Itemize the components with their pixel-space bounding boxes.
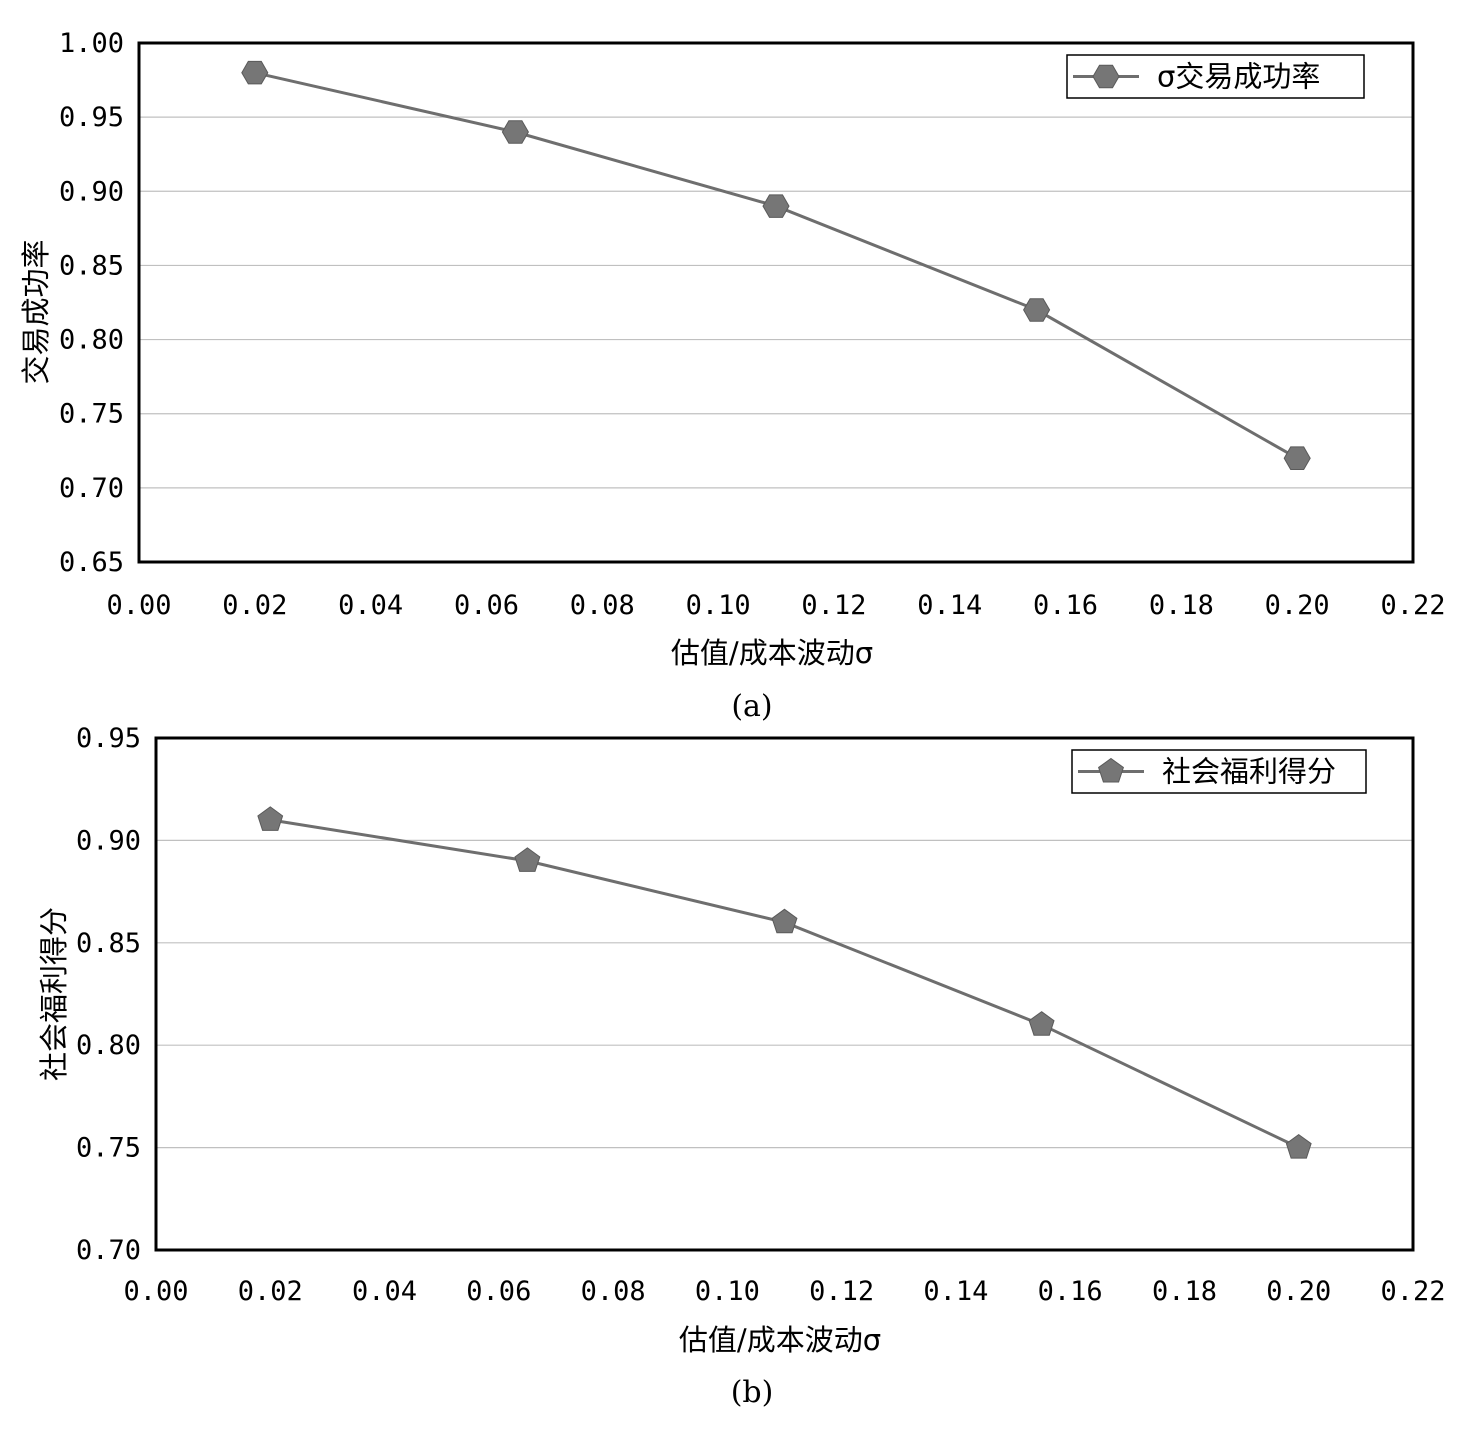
x-tick-label: 0.00 <box>106 590 171 621</box>
y-tick-label: 0.75 <box>76 1133 141 1164</box>
legend-marker <box>1092 64 1120 89</box>
y-axis-label: 交易成功率 <box>19 239 53 384</box>
plot-frame <box>154 736 1415 1252</box>
y-tick-label: 0.75 <box>59 399 124 430</box>
legend-label: σ交易成功率 <box>1157 60 1320 94</box>
x-tick-label: 0.08 <box>581 1276 646 1307</box>
x-tick-label: 0.04 <box>338 590 403 621</box>
data-point <box>514 847 541 872</box>
y-tick-label: 0.80 <box>59 325 124 356</box>
legend-box <box>1066 54 1365 99</box>
figure-caption: (b) <box>731 1375 774 1410</box>
legend: 社会福利得分 <box>1071 749 1367 794</box>
data-point <box>1285 1133 1312 1159</box>
y-tick-label: 0.90 <box>59 176 124 207</box>
y-tick-label: 0.85 <box>59 250 124 281</box>
y-tick-label: 0.70 <box>59 473 124 504</box>
legend: σ交易成功率 <box>1066 54 1365 99</box>
x-tick-label: 0.16 <box>1033 590 1098 621</box>
x-tick-label: 0.06 <box>466 1276 531 1307</box>
x-tick-label: 0.06 <box>454 590 519 621</box>
x-tick-label: 0.10 <box>686 590 751 621</box>
x-tick-label: 0.20 <box>1265 590 1330 621</box>
data-point <box>501 120 529 144</box>
y-tick-label: 0.95 <box>59 102 124 133</box>
x-axis-label: 估值/成本波动σ <box>671 636 873 670</box>
legend-label: 社会福利得分 <box>1162 755 1336 789</box>
data-point <box>241 60 269 85</box>
x-tick-label: 0.20 <box>1266 1276 1331 1307</box>
x-tick-label: 0.10 <box>695 1276 760 1307</box>
x-tick-label: 0.22 <box>1380 1276 1445 1307</box>
x-tick-label: 0.00 <box>123 1276 188 1307</box>
y-axis-label: 社会福利得分 <box>37 907 71 1081</box>
series-line <box>270 818 1300 1149</box>
x-tick-label: 0.16 <box>1038 1276 1103 1307</box>
legend-marker <box>1098 757 1124 783</box>
data-point <box>771 908 798 934</box>
x-tick-label: 0.22 <box>1380 590 1445 621</box>
figure-caption: (a) <box>731 689 772 724</box>
data-point <box>1028 1011 1055 1036</box>
x-tick-label: 0.14 <box>917 590 982 621</box>
x-tick-label: 0.14 <box>923 1276 988 1307</box>
x-tick-label: 0.12 <box>801 590 866 621</box>
y-tick-label: 0.85 <box>76 928 141 959</box>
x-tick-label: 0.18 <box>1149 590 1214 621</box>
chart-b: 0.70 0.75 0.80 0.85 0.90 0.95 0.00 0.02 0.04 0.06… <box>37 723 1446 1410</box>
x-tick-label: 0.02 <box>238 1276 303 1307</box>
data-point <box>257 806 284 831</box>
y-tick-label: 1.00 <box>59 28 124 59</box>
x-tick-label: 0.04 <box>352 1276 417 1307</box>
y-tick-label: 0.90 <box>76 825 141 856</box>
chart-a: 0.65 0.70 0.75 0.80 0.85 0.90 0.95 1.00 0.00 0.02… <box>19 28 1446 724</box>
data-point <box>1023 298 1051 322</box>
x-tick-label: 0.02 <box>222 590 287 621</box>
x-axis-label: 估值/成本波动σ <box>679 1323 881 1357</box>
y-tick-label: 0.95 <box>76 723 141 754</box>
plot-frame <box>137 41 1415 564</box>
data-point <box>1283 446 1311 470</box>
x-tick-label: 0.12 <box>809 1276 874 1307</box>
data-point <box>762 194 790 218</box>
y-tick-label: 0.65 <box>59 547 124 578</box>
x-tick-label: 0.18 <box>1152 1276 1217 1307</box>
y-tick-label: 0.80 <box>76 1030 141 1061</box>
y-tick-label: 0.70 <box>76 1235 141 1266</box>
x-tick-label: 0.08 <box>570 590 635 621</box>
